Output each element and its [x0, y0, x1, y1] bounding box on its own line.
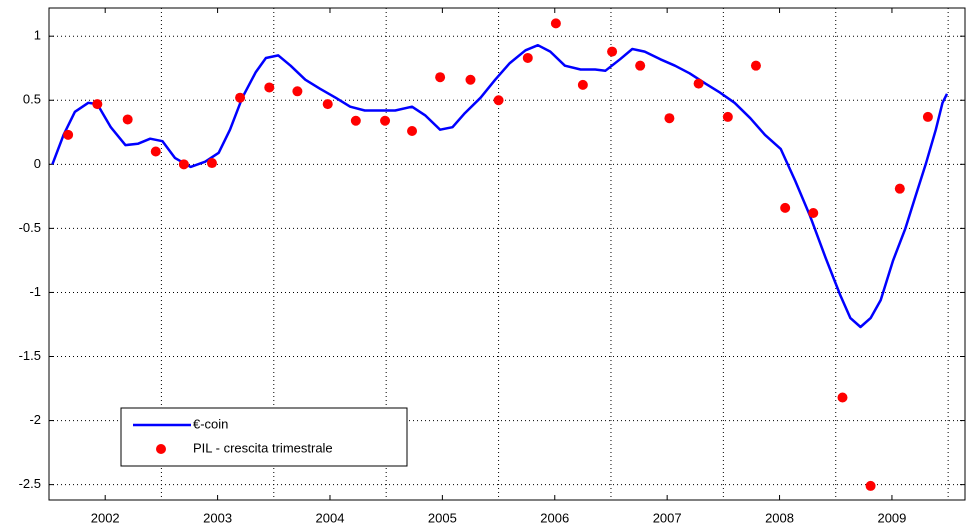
scatter-point: [322, 99, 333, 110]
scatter-point: [63, 129, 74, 140]
scatter-point: [722, 111, 733, 122]
y-tick-label: 1: [34, 28, 41, 43]
scatter-point: [435, 72, 446, 83]
y-tick-label: 0.5: [23, 92, 41, 107]
scatter-point: [493, 95, 504, 106]
scatter-point: [607, 46, 618, 57]
scatter-point: [550, 18, 561, 29]
scatter-point: [577, 79, 588, 90]
scatter-point: [206, 158, 217, 169]
scatter-point: [664, 113, 675, 124]
scatter-point: [837, 392, 848, 403]
scatter-point: [808, 208, 819, 218]
legend-label: €-coin: [193, 416, 228, 431]
plot-frame: [48, 7, 966, 501]
y-tick-label: -0.5: [19, 220, 41, 235]
scatter-point: [235, 92, 246, 103]
scatter-point: [922, 111, 933, 122]
x-tick-label: 2005: [428, 510, 457, 525]
x-tick-label: 2009: [877, 510, 906, 525]
scatter-point: [92, 99, 103, 110]
scatter-point: [894, 183, 905, 194]
y-tick-label: 0: [34, 156, 41, 171]
x-tick-label: 2003: [203, 510, 232, 525]
y-tick-label: -1: [29, 284, 41, 299]
scatter-point: [780, 202, 791, 213]
scatter-point: [465, 74, 476, 85]
scatter-point: [750, 60, 761, 71]
legend-marker: [156, 444, 166, 454]
scatter-point: [693, 78, 704, 89]
x-tick-label: 2008: [765, 510, 794, 525]
scatter-point: [380, 115, 391, 126]
x-tick-label: 2006: [540, 510, 569, 525]
scatter-point: [178, 159, 189, 170]
scatter-point: [635, 60, 646, 71]
scatter-point: [150, 146, 161, 157]
x-tick-label: 2004: [316, 510, 345, 525]
line-series: [51, 43, 949, 329]
scatter-point: [407, 126, 418, 136]
legend-label: PIL - crescita trimestrale: [193, 440, 333, 455]
scatter-point: [292, 86, 303, 97]
scatter-point: [522, 52, 533, 63]
scatter-point: [264, 82, 275, 93]
y-tick-label: -2: [29, 412, 41, 427]
scatter-point: [350, 115, 361, 126]
y-tick-label: -1.5: [19, 348, 41, 363]
x-tick-label: 2007: [653, 510, 682, 525]
scatter-point: [865, 480, 876, 491]
legend-box: [120, 407, 408, 467]
scatter-point: [122, 114, 133, 125]
y-tick-label: -2.5: [19, 476, 41, 491]
x-tick-label: 2002: [91, 510, 120, 525]
